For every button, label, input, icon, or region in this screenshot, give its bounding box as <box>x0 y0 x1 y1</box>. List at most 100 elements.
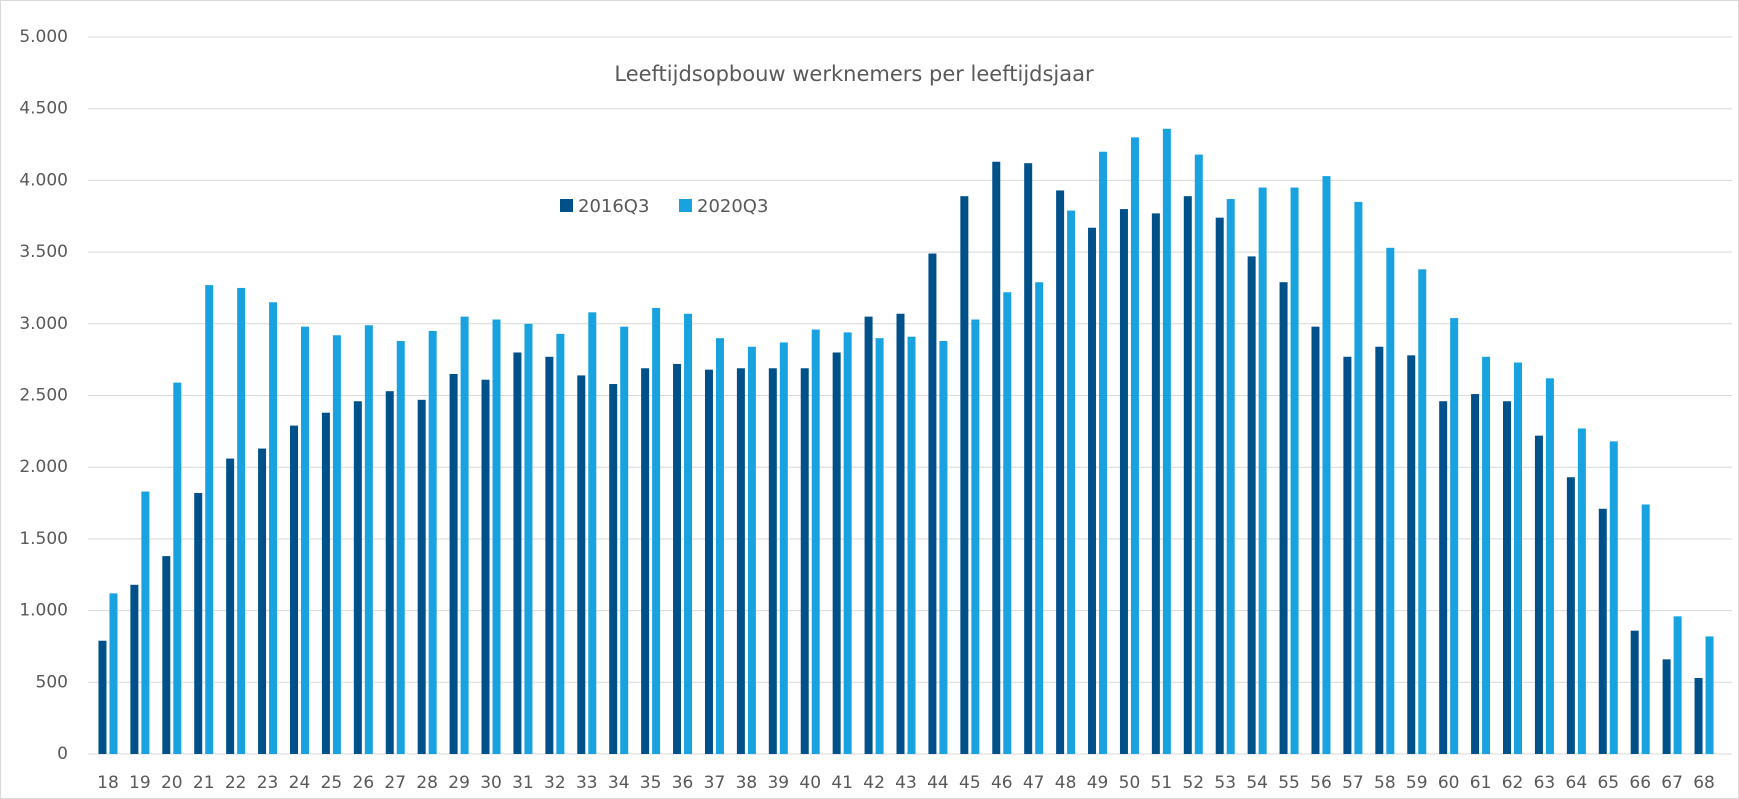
bar <box>1056 190 1065 755</box>
x-tick-label: 34 <box>608 773 630 793</box>
x-tick-label: 66 <box>1629 773 1651 793</box>
bar <box>1215 217 1224 754</box>
x-tick-label: 43 <box>895 773 917 793</box>
bar <box>609 384 618 754</box>
x-tick-label: 38 <box>736 773 758 793</box>
bar <box>1035 282 1044 754</box>
bar <box>109 593 118 754</box>
bar <box>1162 128 1171 754</box>
y-tick-label: 2.000 <box>19 457 68 477</box>
x-tick-label: 18 <box>97 773 119 793</box>
bar <box>460 316 469 754</box>
bar <box>1226 199 1235 755</box>
x-tick-label: 22 <box>225 773 247 793</box>
bar <box>321 412 330 754</box>
bar <box>768 368 777 754</box>
y-tick-label: 2.500 <box>19 386 68 406</box>
bar <box>928 253 937 754</box>
bar <box>1450 318 1459 754</box>
bar <box>194 493 203 754</box>
x-tick-label: 36 <box>672 773 694 793</box>
bar <box>1705 636 1714 754</box>
bar <box>1471 394 1480 754</box>
y-tick-label: 1.500 <box>19 529 68 549</box>
bar <box>715 338 724 754</box>
x-tick-label: 57 <box>1342 773 1364 793</box>
bar <box>939 341 948 754</box>
x-tick-label: 52 <box>1182 773 1204 793</box>
y-tick-label: 4.000 <box>19 170 68 190</box>
bar <box>577 375 586 754</box>
bar <box>1694 677 1703 754</box>
x-tick-label: 44 <box>927 773 949 793</box>
x-tick-label: 24 <box>289 773 311 793</box>
y-tick-label: 3.500 <box>19 242 68 262</box>
bar <box>524 323 533 754</box>
bar <box>684 313 693 754</box>
bar <box>513 352 522 754</box>
bar <box>736 368 745 754</box>
bar <box>1183 196 1192 754</box>
bar <box>141 491 150 754</box>
x-tick-label: 49 <box>1087 773 1109 793</box>
bar <box>1534 435 1543 754</box>
bar <box>1088 227 1097 755</box>
bar <box>1545 378 1554 754</box>
bar <box>992 161 1001 754</box>
x-tick-label: 58 <box>1374 773 1396 793</box>
x-tick-label: 40 <box>799 773 821 793</box>
bar <box>428 330 437 754</box>
bar <box>1375 346 1384 754</box>
bar <box>1354 201 1363 754</box>
bar <box>641 368 650 754</box>
bar <box>1151 213 1160 754</box>
bar <box>269 302 278 754</box>
x-tick-label: 60 <box>1438 773 1460 793</box>
x-tick-label: 31 <box>512 773 534 793</box>
x-tick-label: 27 <box>384 773 406 793</box>
x-tick-label: 33 <box>576 773 598 793</box>
bar <box>1119 209 1128 754</box>
x-tick-label: 19 <box>129 773 151 793</box>
bar <box>396 341 405 754</box>
bar <box>1386 247 1395 754</box>
x-tick-label: 56 <box>1310 773 1332 793</box>
bar <box>747 346 756 754</box>
bar <box>417 399 426 754</box>
x-tick-label: 48 <box>1055 773 1077 793</box>
bar <box>1407 355 1416 754</box>
x-tick-label: 50 <box>1119 773 1141 793</box>
bar <box>1482 356 1491 754</box>
bar <box>1099 151 1108 755</box>
bar <box>1130 137 1139 754</box>
bar <box>205 285 214 754</box>
bar <box>1673 616 1682 754</box>
bar <box>130 584 139 754</box>
bar <box>492 319 501 754</box>
legend-label: 2020Q3 <box>697 196 768 217</box>
bar <box>843 332 852 754</box>
chart-title: Leeftijdsopbouw werknemers per leeftijds… <box>614 62 1094 86</box>
bar <box>1003 292 1012 754</box>
y-tick-label: 4.500 <box>19 99 68 119</box>
bar <box>971 319 980 754</box>
x-tick-label: 62 <box>1502 773 1524 793</box>
bar <box>864 316 873 754</box>
bar <box>588 312 597 754</box>
bar <box>779 342 788 754</box>
x-tick-label: 30 <box>480 773 502 793</box>
bar <box>1439 401 1448 754</box>
bar <box>811 329 820 754</box>
bar <box>258 448 267 754</box>
bar <box>1343 356 1352 754</box>
bar <box>620 326 629 754</box>
y-tick-label: 5.000 <box>19 27 68 47</box>
x-tick-label: 67 <box>1661 773 1683 793</box>
x-tick-label: 23 <box>257 773 279 793</box>
x-tick-label: 21 <box>193 773 215 793</box>
x-tick-label: 63 <box>1534 773 1556 793</box>
x-tick-label: 54 <box>1246 773 1268 793</box>
x-tick-label: 64 <box>1566 773 1588 793</box>
x-tick-label: 59 <box>1406 773 1428 793</box>
